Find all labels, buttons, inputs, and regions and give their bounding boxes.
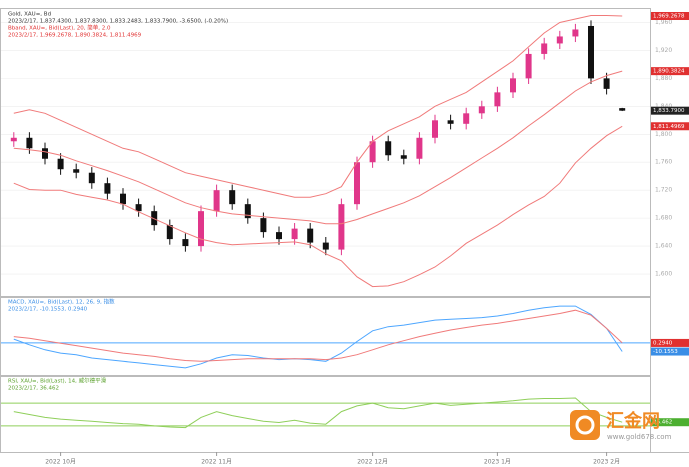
- candle-body: [120, 193, 126, 205]
- macd-panel: [0, 297, 651, 376]
- candle-body: [432, 120, 438, 138]
- candle-body: [73, 169, 80, 173]
- series-line: [13, 125, 623, 288]
- price-tag-label: 1,811.4969: [653, 124, 685, 130]
- y-tick-label: 1,800: [655, 131, 672, 138]
- candle-body: [385, 141, 392, 156]
- watermark: 汇金网 www.gold678.com: [570, 410, 672, 441]
- candle-body: [244, 204, 251, 219]
- candle-body: [447, 120, 454, 124]
- price-tag-label: 1,833.7900: [653, 108, 685, 114]
- candle-body: [104, 183, 111, 194]
- candle-body: [10, 137, 17, 142]
- candle-body: [478, 106, 485, 114]
- candle-body: [166, 225, 173, 240]
- candle-body: [588, 25, 594, 79]
- band-subtitle: 2023/2/17, 1,969.2678, 1,890.3824, 1,811…: [8, 33, 142, 39]
- y-tick-label: 1,960: [655, 19, 672, 26]
- candle-body: [198, 211, 204, 247]
- y-tick-label: 1,640: [655, 243, 672, 250]
- price-tag-label: -10.1553: [653, 349, 678, 355]
- candle-body: [494, 92, 501, 107]
- x-tick-label: 2023 1月: [484, 459, 511, 466]
- y-tick-label: 1,840: [655, 103, 672, 110]
- panel-title: MACD, XAU=, Bid(Last), 12, 26, 9, 指数: [8, 298, 115, 306]
- panel-title: Gold, XAU=, Bd: [8, 12, 51, 18]
- series-line: [13, 309, 623, 362]
- watermark-logo: [570, 410, 600, 440]
- band-title: Bband, XAU=, Bid(Last), 20, 简单, 2.0: [8, 24, 111, 32]
- candle-body: [42, 148, 48, 159]
- candle-body: [276, 232, 282, 240]
- price-tag: [651, 418, 689, 427]
- candle-body: [463, 113, 470, 124]
- panel-subtitle: 2023/2/17, 36.462: [8, 386, 59, 392]
- candle-body: [213, 190, 220, 212]
- y-tick-label: 1,880: [655, 75, 672, 82]
- candle-body: [307, 228, 314, 243]
- candle-body: [135, 204, 142, 212]
- price-tag: [651, 338, 689, 347]
- x-tick-label: 2022 12月: [357, 459, 388, 466]
- series-line: [13, 305, 623, 369]
- series-line: [13, 70, 623, 225]
- price-tag-label: 0.2940: [653, 340, 673, 346]
- x-tick-label: 2022 10月: [45, 459, 76, 466]
- x-tick-label: 2022 11月: [201, 459, 232, 466]
- y-tick-label: 1,680: [655, 215, 672, 222]
- candle-body: [556, 36, 563, 44]
- price-panel: [0, 8, 651, 297]
- y-tick-label: 1,760: [655, 159, 672, 166]
- panel-subtitle: 2023/2/17, 1,837.4300, 1,837.8300, 1,833…: [8, 19, 228, 25]
- candle-body: [572, 29, 579, 37]
- candle-body: [603, 78, 610, 89]
- price-tag-label: 1,890.3824: [653, 69, 685, 75]
- watermark-name: 汇金网: [606, 410, 660, 432]
- candle-body: [182, 239, 189, 247]
- price-tag: [651, 122, 689, 131]
- series-line: [13, 15, 623, 198]
- candle-body: [525, 53, 532, 79]
- price-tag: [651, 347, 689, 356]
- y-tick-label: 1,600: [655, 271, 672, 278]
- watermark-icon: [575, 415, 595, 435]
- candle-body: [57, 158, 64, 170]
- y-tick-label: 1,920: [655, 47, 672, 54]
- candle-body: [354, 162, 360, 205]
- price-tag-label: 36.462: [653, 420, 672, 426]
- price-tag: [651, 67, 689, 76]
- candle-body: [338, 204, 345, 250]
- price-tag: [651, 106, 689, 115]
- candle-body: [369, 141, 376, 163]
- candle-body: [229, 190, 236, 205]
- watermark-url: www.gold678.com: [607, 433, 672, 441]
- price-tag-label: 1,969.2678: [653, 14, 685, 20]
- x-tick-label: 2023 2月: [593, 459, 620, 466]
- series-line: [13, 397, 623, 429]
- candle-body: [88, 172, 95, 184]
- candle-body: [260, 218, 267, 233]
- candle-body: [541, 43, 548, 54]
- candle-body: [619, 108, 626, 111]
- candle-body: [26, 137, 33, 149]
- panel-subtitle: 2023/2/17, -10.1553, 0.2940: [8, 307, 88, 313]
- panel-title: RSI, XAU=, Bid(Last), 14, 威尔德平滑: [8, 377, 107, 385]
- price-tag: [651, 12, 689, 21]
- y-tick-label: 1,720: [655, 187, 672, 194]
- candle-body: [151, 211, 158, 226]
- candle-body: [322, 242, 329, 250]
- candle-body: [291, 228, 298, 240]
- candle-body: [416, 137, 423, 159]
- candle-body: [400, 155, 407, 159]
- candle-body: [510, 78, 516, 93]
